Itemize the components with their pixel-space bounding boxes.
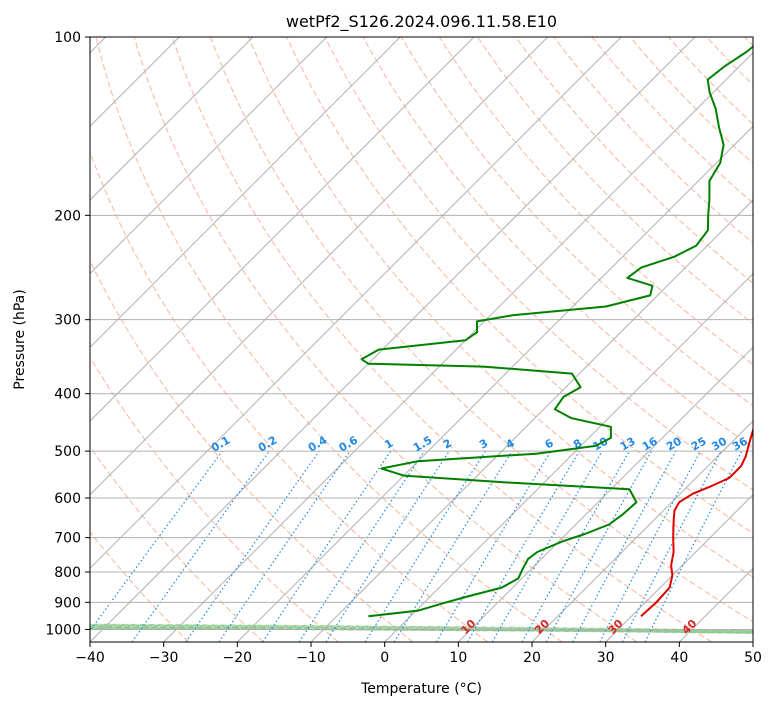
profile-series xyxy=(360,45,753,618)
y-tick-label: 900 xyxy=(54,595,81,611)
moist-adiabat-line xyxy=(90,623,753,631)
mixing-ratio-line xyxy=(545,450,653,642)
dry-adiabat-line xyxy=(209,37,753,623)
isotherm-line xyxy=(90,37,696,642)
chart-title: wetPf2_S126.2024.096.11.58.E10 xyxy=(286,12,557,32)
x-tick-label: 20 xyxy=(523,650,541,666)
mixing-ratio-line xyxy=(521,450,631,642)
isotherm-line xyxy=(531,420,753,642)
isotherm-line xyxy=(236,125,753,642)
dry-adiabat-line xyxy=(95,37,563,642)
y-tick-label: 500 xyxy=(54,444,81,460)
isotherm-line xyxy=(90,37,475,422)
x-tick-label: 10 xyxy=(449,650,467,666)
y-tick-label: 700 xyxy=(54,531,81,547)
y-tick-label: 200 xyxy=(54,208,81,224)
x-tick-label: 40 xyxy=(670,650,688,666)
dry-adiabat-line xyxy=(133,37,638,642)
mixing-ratio-line xyxy=(644,450,743,642)
y-axis: 100 200 300 400 500 600 700 800 900 1000 xyxy=(45,30,90,638)
plot-frame xyxy=(89,36,754,643)
x-tick-label: −30 xyxy=(149,650,179,666)
dry-adiabat-line xyxy=(400,37,753,407)
mixing-ratio-line xyxy=(90,450,223,632)
x-tick-label: 30 xyxy=(597,650,615,666)
isotherm-line xyxy=(90,37,254,201)
dry-adiabat-line xyxy=(90,531,190,642)
y-tick-label: 400 xyxy=(54,387,81,403)
y-tick-label: 100 xyxy=(54,30,81,46)
mixing-ratio-line xyxy=(185,450,320,642)
x-tick-label: −20 xyxy=(223,650,253,666)
isotherm-line xyxy=(90,37,401,349)
background-lines xyxy=(90,37,753,642)
dry-adiabat-line xyxy=(248,37,753,578)
mixing-ratio-line xyxy=(298,450,425,642)
isotherm-line xyxy=(90,37,622,570)
x-axis: −40 −30 −20 −10 0 10 20 30 40 50 xyxy=(75,642,762,666)
x-tick-label: −40 xyxy=(75,650,105,666)
x-tick-label: 50 xyxy=(744,650,762,666)
dry-adiabat-line xyxy=(90,150,488,642)
x-tick-label: 0 xyxy=(380,650,389,666)
mixing-ratio-line xyxy=(325,450,450,642)
mixing-ratio-line xyxy=(218,450,351,642)
x-tick-label: −10 xyxy=(296,650,326,666)
y-tick-label: 600 xyxy=(54,491,81,507)
isotherm-line xyxy=(605,493,753,642)
dry-adiabat-line xyxy=(438,37,753,366)
mixing-ratio-line xyxy=(393,450,513,642)
pressure-gridlines xyxy=(90,37,753,630)
mixing-ratio-line xyxy=(131,450,270,642)
mixing-ratio-line xyxy=(262,450,392,642)
isotherm-line xyxy=(384,272,753,642)
y-axis-title: Pressure (hPa) xyxy=(12,289,28,389)
y-tick-label: 800 xyxy=(54,565,81,581)
isotherm-line xyxy=(90,37,328,275)
mixing-ratio-line xyxy=(572,450,677,642)
profile-line-2 xyxy=(360,45,753,618)
profile-line-1 xyxy=(640,428,753,617)
isotherm-line xyxy=(457,346,753,642)
dry-adiabat-line xyxy=(90,356,339,642)
isotherm-line xyxy=(90,37,549,496)
isotherm-line xyxy=(310,199,753,642)
x-axis-title: Temperature (°C) xyxy=(360,681,482,697)
y-tick-label: 300 xyxy=(54,313,81,329)
dry-adiabat-line xyxy=(515,37,753,284)
y-tick-label: 1000 xyxy=(45,622,81,638)
dry-adiabat-line xyxy=(90,445,264,642)
